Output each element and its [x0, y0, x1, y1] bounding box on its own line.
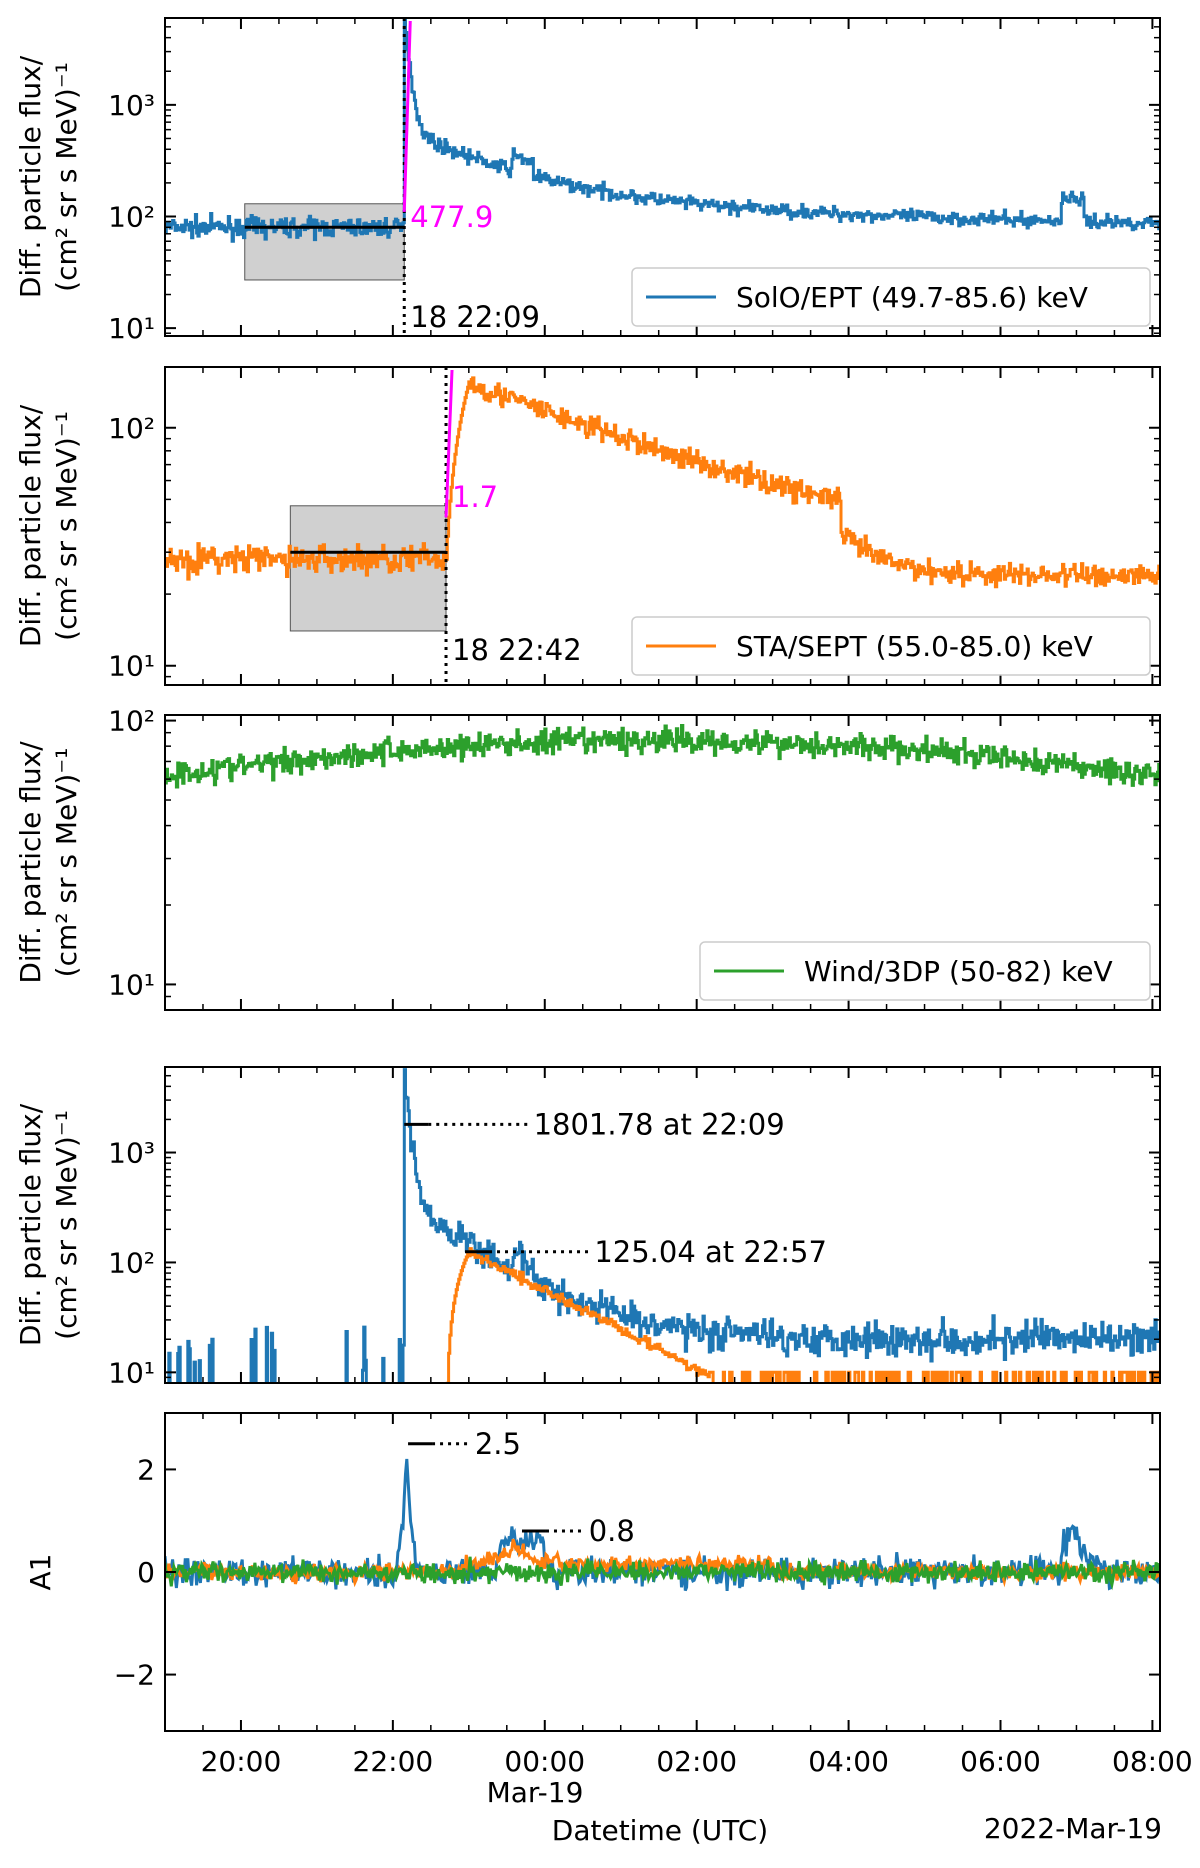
y-axis-label-line2: (cm² sr s MeV)⁻¹ — [50, 62, 83, 292]
legend: Wind/3DP (50-82) keV — [699, 941, 1151, 1001]
series-line-sta — [445, 1247, 1159, 1383]
x-date-label: Mar-19 — [487, 1776, 584, 1809]
y-axis-label-line1: Diff. particle flux/ — [14, 741, 47, 984]
x-tick-label: 00:00 — [504, 1745, 585, 1778]
peak-label: 1801.78 at 22:09 — [534, 1107, 785, 1141]
peak-label: 2.5 — [475, 1427, 521, 1461]
onset-ratio-label: 1.7 — [452, 480, 498, 514]
panel-4: 1801.78 at 22:09 125.04 at 22:57 10¹ 10² 10³… — [14, 1066, 1161, 1389]
onset-fit-line — [444, 369, 454, 518]
x-tick-label: 08:00 — [1112, 1745, 1193, 1778]
series-line-sta — [165, 1538, 1160, 1588]
y-tick-label: 10² — [108, 412, 155, 445]
series-line-solo — [165, 18, 1160, 243]
y-tick-label: 10² — [108, 1246, 155, 1279]
legend: STA/SEPT (55.0-85.0) keV — [631, 616, 1151, 676]
y-axis-label-line2: (cm² sr s MeV)⁻¹ — [50, 748, 83, 978]
x-tick-label: 02:00 — [656, 1745, 737, 1778]
y-axis-label-line1: Diff. particle flux/ — [14, 55, 47, 298]
y-axis-label-line2: (cm² sr s MeV)⁻¹ — [50, 411, 83, 641]
y-axis-label-line2: (cm² sr s MeV)⁻¹ — [50, 1110, 83, 1340]
y-tick-label: 10¹ — [108, 1356, 155, 1389]
series-line-wind — [165, 724, 1160, 789]
peak-label: 125.04 at 22:57 — [594, 1235, 827, 1269]
onset-fit-line — [402, 20, 412, 212]
legend: SolO/EPT (49.7-85.6) keV — [631, 267, 1151, 327]
y-axis-label-line1: Diff. particle flux/ — [14, 1103, 47, 1346]
peak-label: 0.8 — [589, 1514, 635, 1548]
panel-2: 1.7 18 22:42 10¹ 10² Diff. particle flux/(cm… — [14, 366, 1161, 686]
background-window-box — [244, 203, 405, 281]
y-tick-label: 10¹ — [108, 968, 155, 1001]
legend-entry: STA/SEPT (55.0-85.0) keV — [736, 630, 1093, 663]
y-tick-label: 2 — [137, 1453, 155, 1486]
axes-frame — [164, 366, 1161, 686]
y-tick-label: 10¹ — [108, 650, 155, 683]
panel-1: 477.9 18 22:09 10¹ 10² 10³ Diff. particle flu… — [14, 17, 1161, 345]
series-line-wind — [165, 1556, 1160, 1591]
axes-frame — [164, 714, 1161, 1011]
axes-frame — [164, 1066, 1161, 1384]
date-corner-label: 2022-Mar-19 — [984, 1812, 1162, 1845]
legend-entry: SolO/EPT (49.7-85.6) keV — [736, 281, 1088, 314]
y-axis-label-line1: Diff. particle flux/ — [14, 404, 47, 647]
legend-box — [631, 616, 1151, 676]
y-axis-label: A1 — [24, 1554, 57, 1591]
y-tick-label: 10² — [108, 705, 155, 738]
x-tick-label: 04:00 — [808, 1745, 889, 1778]
legend-entry: Wind/3DP (50-82) keV — [804, 955, 1113, 988]
axes-frame — [164, 17, 1161, 337]
x-tick-label: 22:00 — [353, 1745, 434, 1778]
series-line-solo — [167, 1068, 1160, 1383]
x-tick-label: 06:00 — [960, 1745, 1041, 1778]
y-tick-label: 10³ — [108, 89, 155, 122]
x-axis-label: Datetime (UTC) — [552, 1814, 768, 1847]
y-tick-label: 10² — [108, 200, 155, 233]
onset-ratio-label: 477.9 — [410, 200, 493, 234]
onset-time-label: 18 22:42 — [452, 633, 582, 667]
series-line-sta — [165, 376, 1160, 589]
x-tick-label: 20:00 — [201, 1745, 282, 1778]
onset-time-label: 18 22:09 — [410, 300, 540, 334]
y-tick-label: 0 — [137, 1556, 155, 1589]
legend-box — [699, 941, 1151, 1001]
panel-3: 10¹ 10² Diff. particle flux/(cm² sr s MeV)… — [14, 705, 1161, 1011]
y-tick-label: −2 — [114, 1659, 155, 1692]
legend-box — [631, 267, 1151, 327]
y-tick-label: 10³ — [108, 1137, 155, 1170]
y-tick-label: 10¹ — [108, 312, 155, 345]
panel-5: 2.5 0.8 −2 0 2 20:00 22:00 00:00 02:00 04:00 06:00… — [24, 1412, 1193, 1778]
